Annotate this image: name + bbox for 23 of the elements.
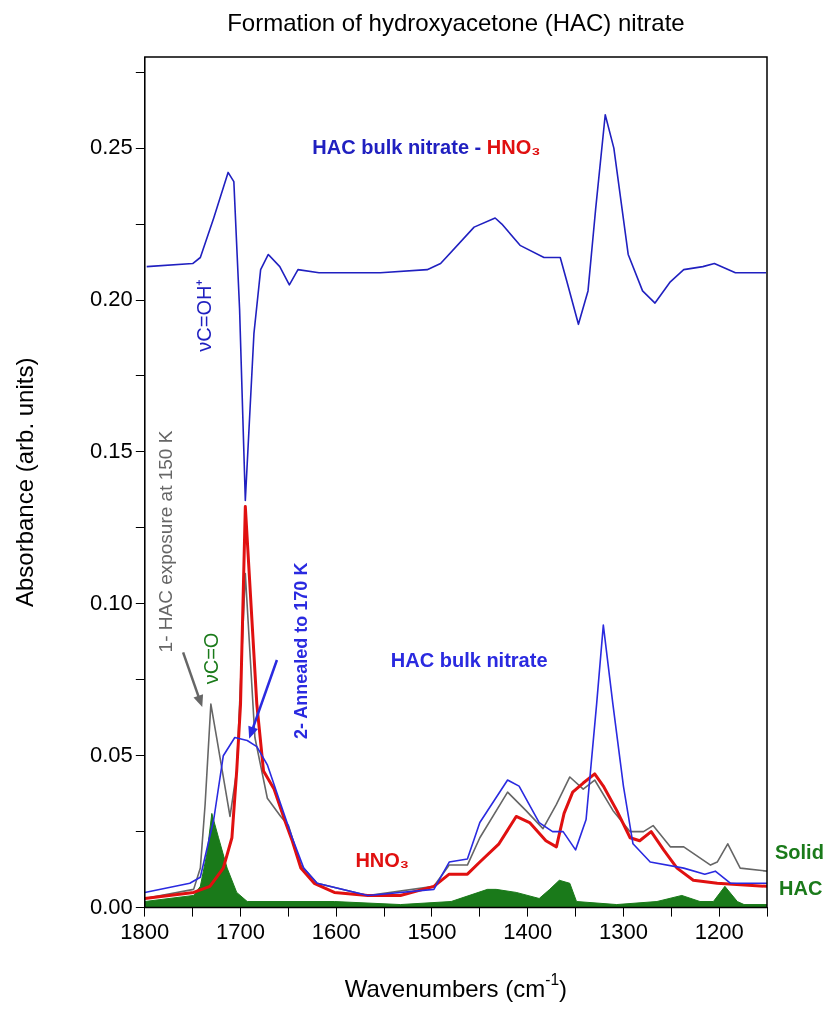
text: HAC bulk nitrate	[390, 649, 548, 672]
x-tick-label: 1600	[311, 918, 361, 944]
y-tick-label: 0.20	[89, 286, 133, 312]
y-tick-label: 0.00	[89, 893, 133, 919]
series-label: Solid HAC	[775, 840, 824, 899]
text: HAC bulk nitrate - HNO₃	[312, 135, 541, 158]
text: 1- HAC exposure at 150 K	[155, 430, 177, 653]
x-tick-label: 1200	[694, 918, 744, 944]
annotation: νC=OH⁺	[192, 278, 215, 352]
y-tick-label: 0.10	[89, 589, 133, 615]
y-tick-label: 0.25	[89, 134, 133, 160]
x-tick-label: 1800	[120, 918, 170, 944]
chart-title: Formation of hydroxyacetone (HAC) nitrate	[227, 8, 685, 36]
y-tick-label: 0.05	[89, 741, 133, 767]
annotation: νC=O	[200, 632, 223, 685]
series-label: HNO₃	[355, 848, 410, 871]
x-tick-label: 1500	[407, 918, 457, 944]
x-tick-label: 1300	[598, 918, 648, 944]
x-tick-label: 1700	[216, 918, 266, 944]
x-tick-label: 1400	[503, 918, 553, 944]
y-tick-label: 0.15	[89, 437, 133, 463]
y-axis-title: Absorbance (arb. units)	[10, 357, 38, 608]
annotation: 2- Annealed to 170 K	[290, 562, 311, 739]
